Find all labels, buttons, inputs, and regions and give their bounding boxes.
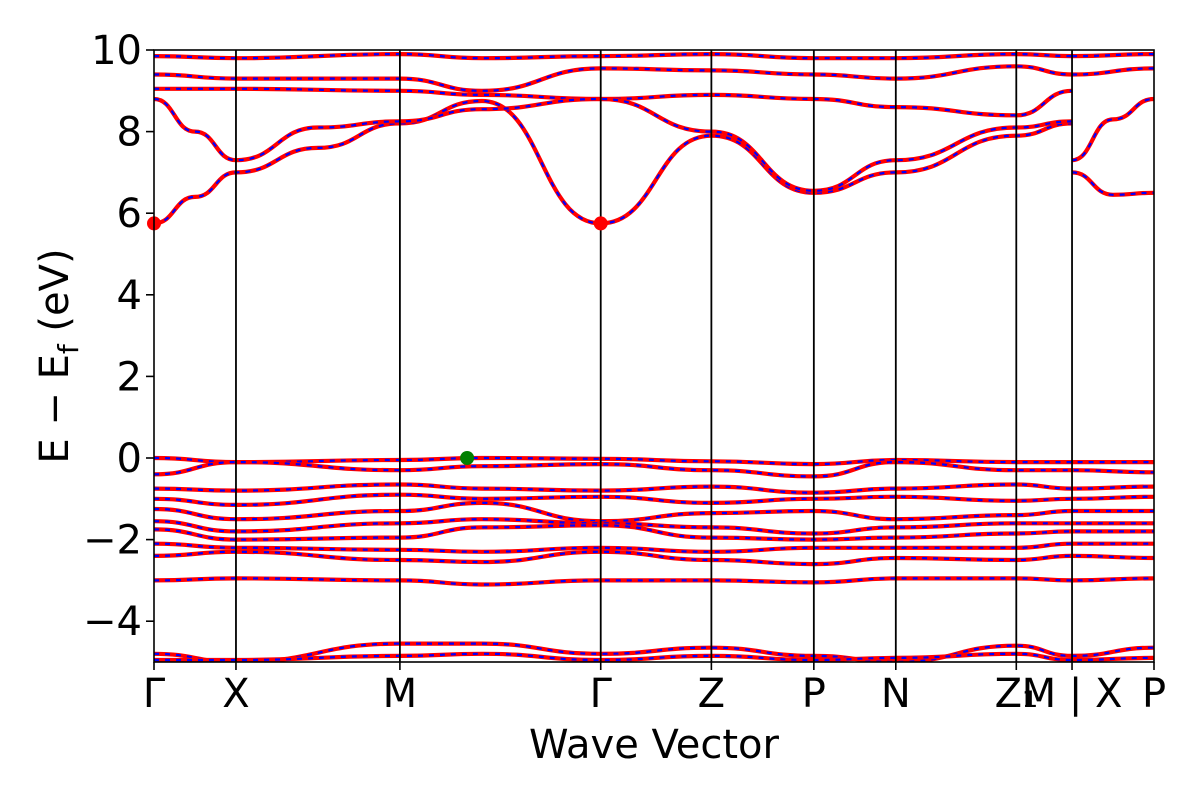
x-ticks-layer: Γ X M Γ Z P N Z₁M | X P: [143, 662, 1166, 717]
band-line-blue-19: [154, 642, 1154, 662]
band-line-blue-6: [1071, 97, 1154, 162]
y-axis-title: E − Ef (eV): [32, 248, 85, 463]
band-line-red-11: [154, 482, 1154, 495]
band-line-red-2: [154, 51, 1073, 61]
x-tick-label-9: P: [1142, 671, 1166, 717]
band-line-blue-3: [154, 99, 1073, 225]
y-axis-title-subscript: f: [52, 343, 85, 354]
band-line-blue-8: [1071, 53, 1154, 58]
y-ticks-layer: −4 −2 0 2 4 6 8 10: [83, 28, 154, 645]
band-line-blue-7: [1071, 67, 1154, 76]
y-axis-title-unit: (eV): [32, 248, 78, 344]
y-tick-label-6: 8: [117, 110, 142, 156]
x-tick-label-6: N: [881, 671, 911, 717]
x-axis-title: Wave Vector: [529, 722, 780, 768]
band-line-blue-20: [154, 652, 1154, 662]
y-tick-label-0: −4: [83, 599, 142, 645]
band-line-blue-14: [154, 518, 1154, 535]
y-tick-label-1: −2: [83, 518, 142, 564]
marker-cbm-1: [593, 216, 608, 231]
kpoint-lines-layer: [235, 50, 1073, 662]
marker-vbm-2: [460, 451, 475, 465]
x-tick-label-1: X: [222, 671, 249, 717]
y-tick-label-5: 6: [117, 191, 142, 237]
band-line-red-6: [1071, 96, 1154, 163]
band-line-red-0: [154, 86, 1073, 118]
y-tick-label-4: 4: [117, 273, 142, 319]
y-tick-label-7: 10: [91, 28, 142, 74]
plot-frame: [153, 49, 1155, 663]
band-line-red-4: [154, 96, 1073, 193]
band-line-blue-17: [154, 550, 1154, 566]
band-line-blue-4: [154, 97, 1073, 192]
bands-layer: [154, 51, 1154, 662]
y-axis-title-main: E − E: [32, 354, 78, 464]
band-line-red-3: [154, 98, 1073, 226]
y-tick-label-3: 2: [117, 354, 142, 400]
band-line-blue-0: [154, 87, 1073, 117]
x-tick-label-5: P: [802, 671, 826, 717]
x-tick-label-2: M: [383, 671, 418, 717]
band-line-blue-12: [154, 493, 1154, 507]
band-line-blue-15: [154, 524, 1154, 541]
band-line-red-10: [154, 459, 1154, 479]
band-line-blue-13: [154, 501, 1154, 523]
x-tick-label-3: Γ: [590, 671, 613, 717]
band-line-red-1: [154, 64, 1073, 93]
x-tick-label-0: Γ: [143, 671, 166, 717]
band-line-blue-5: [1071, 171, 1154, 196]
band-line-red-13: [154, 500, 1154, 524]
y-tick-label-2: 0: [117, 436, 142, 482]
extrema-markers-layer: [147, 216, 608, 465]
x-tick-label-4: Z: [698, 671, 725, 717]
x-tick-label-8: M | X: [1022, 671, 1123, 717]
band-line-blue-10: [154, 460, 1154, 478]
x-tick-label-7: Z₁: [995, 671, 1038, 717]
band-line-red-17: [154, 549, 1154, 567]
